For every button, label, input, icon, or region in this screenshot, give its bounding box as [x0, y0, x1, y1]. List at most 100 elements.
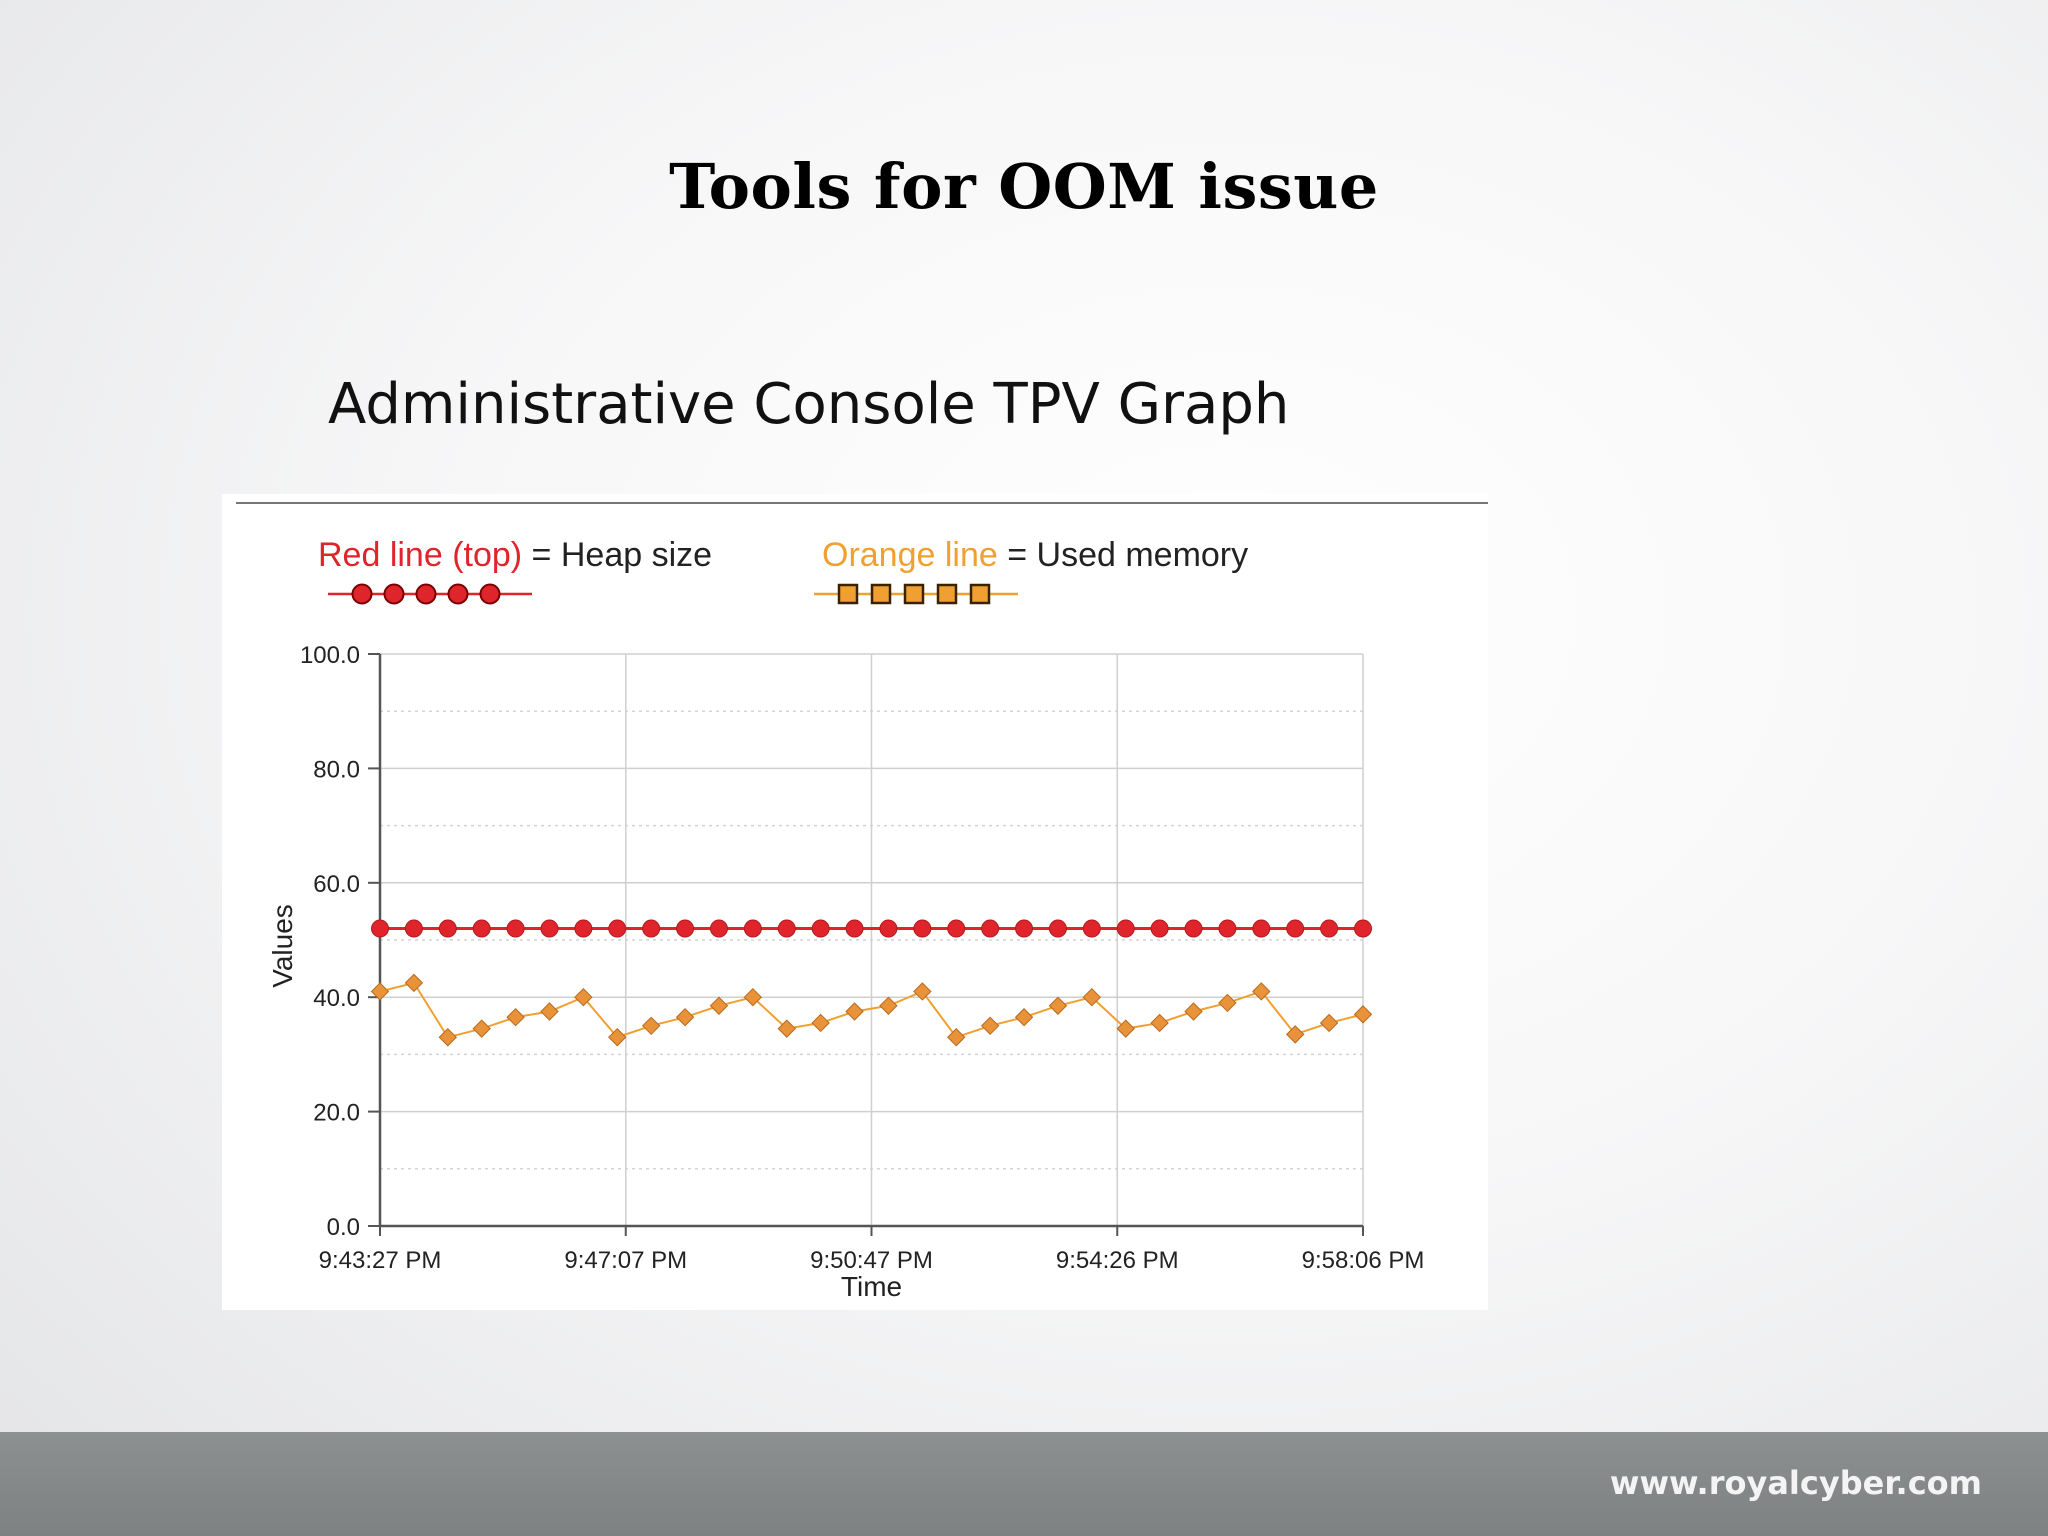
y-tick-label: 0.0: [327, 1214, 360, 1241]
used-memory-point: [1252, 982, 1271, 1001]
used-memory-point: [1014, 1008, 1034, 1027]
tpv-chart: Red line (top) = Heap size Orange line =…: [222, 494, 1488, 1310]
legend-used-marker: [870, 583, 892, 605]
used-memory-point: [1184, 1002, 1203, 1021]
heap-size-point: [1082, 919, 1101, 938]
heap-size-point: [1218, 919, 1237, 938]
heap-size-point: [574, 919, 593, 938]
y-tick-label: 60.0: [313, 871, 360, 898]
used-memory-point: [1082, 987, 1102, 1007]
legend-heap-sample: [328, 583, 532, 605]
legend-used-label: Orange line: [822, 536, 998, 574]
y-tick-label: 100.0: [300, 642, 360, 669]
y-tick-label: 80.0: [313, 756, 360, 783]
legend-heap-suffix: = Heap size: [522, 536, 712, 574]
heap-size-point: [608, 919, 627, 938]
used-memory-point: [879, 996, 898, 1015]
plot-area: 0.0 20.0 40.0 60.0 80.0 100.0 9:43:27 PM 9:47:0…: [267, 642, 1424, 1302]
svg-text:Orange line = Used memory: Orange line = Used memory: [822, 536, 1248, 574]
heap-size-point: [676, 919, 695, 938]
legend-heap-marker: [415, 583, 437, 605]
heap-size-point: [506, 919, 525, 938]
used-memory-point: [675, 1008, 695, 1027]
used-memory-point: [608, 1028, 627, 1047]
heap-size-point: [1048, 919, 1067, 938]
y-tick-label: 20.0: [313, 1100, 360, 1127]
heap-size-point: [709, 919, 728, 938]
legend-heap-label: Red line (top): [318, 536, 522, 574]
x-tick-label: 9:58:06 PM: [1302, 1247, 1425, 1274]
heap-size-point: [981, 919, 1000, 938]
heap-size-point: [845, 919, 864, 938]
used-memory-point: [913, 982, 932, 1001]
heap-size-point: [1015, 919, 1034, 938]
x-tick-label: 9:47:07 PM: [564, 1247, 687, 1274]
svg-text:Red line (top) = Heap size: Red line (top) = Heap size: [318, 536, 712, 574]
heap-size-point: [1320, 919, 1339, 938]
heap-size-point: [1252, 919, 1271, 938]
legend-used-marker: [936, 583, 958, 605]
heap-size-point: [1150, 919, 1169, 938]
slide-subtitle: Administrative Console TPV Graph: [328, 372, 1290, 437]
used-memory-point: [947, 1028, 966, 1047]
legend-used-marker: [969, 583, 991, 605]
chart-svg: Red line (top) = Heap size Orange line =…: [236, 502, 1488, 1302]
used-memory-point: [506, 1008, 525, 1027]
used-memory-point: [1218, 993, 1237, 1013]
legend-heap-marker: [447, 583, 469, 605]
legend-used-suffix: = Used memory: [998, 536, 1248, 574]
heap-size-point: [1354, 919, 1372, 938]
heap-size-point: [743, 919, 762, 938]
used-memory-point: [1150, 1013, 1169, 1033]
used-memory-point: [404, 973, 424, 993]
heap-size-point: [438, 919, 457, 938]
used-memory-point: [641, 1016, 661, 1036]
used-memory-point: [540, 1002, 559, 1021]
used-memory-point: [574, 987, 593, 1007]
heap-size-point: [777, 919, 796, 938]
x-tick-label: 9:50:47 PM: [810, 1247, 933, 1274]
legend: Red line (top) = Heap size Orange line =…: [318, 536, 1248, 605]
heap-size-point: [540, 919, 559, 938]
used-memory-point: [370, 982, 390, 1001]
heap-size-point: [472, 919, 491, 938]
heap-size-point: [1184, 919, 1203, 938]
heap-size-point: [1116, 919, 1135, 938]
used-memory-point: [980, 1016, 1000, 1036]
heap-size-point: [1286, 919, 1305, 938]
heap-size-point: [947, 919, 966, 938]
used-memory-point: [438, 1028, 458, 1047]
y-tick-label: 40.0: [313, 985, 360, 1012]
used-memory-point: [845, 1002, 864, 1021]
heap-size-point: [913, 919, 932, 938]
legend-heap-marker: [383, 583, 405, 605]
series-used-memory: [370, 973, 1373, 1047]
heap-size-point: [879, 919, 898, 938]
legend-heap-marker: [351, 583, 373, 605]
heap-size-point: [642, 919, 661, 938]
legend-used-marker: [903, 583, 925, 605]
used-memory-point: [1319, 1013, 1339, 1033]
x-axis-title: Time: [841, 1271, 902, 1302]
used-memory-point: [1353, 1005, 1373, 1024]
used-memory-point: [777, 1019, 796, 1038]
used-memory-point: [743, 987, 763, 1007]
x-tick-label: 9:43:27 PM: [319, 1247, 442, 1274]
footer-url[interactable]: www.royalcyber.com: [1609, 1464, 1982, 1502]
footer-bar: www.royalcyber.com: [0, 1432, 2048, 1536]
heap-size-point: [404, 919, 423, 938]
legend-used-marker: [837, 583, 859, 605]
series-heap-size: [371, 919, 1372, 938]
used-memory-point: [1116, 1019, 1135, 1038]
x-tick-label: 9:54:26 PM: [1056, 1247, 1179, 1274]
slide-title: Tools for OOM issue: [669, 150, 1379, 223]
heap-size-point: [811, 919, 830, 938]
used-memory-point: [709, 996, 729, 1015]
legend-used-sample: [814, 583, 1018, 605]
used-memory-point: [811, 1013, 830, 1033]
heap-size-point: [371, 919, 389, 938]
used-memory-point: [1285, 1025, 1305, 1044]
legend-heap-marker: [479, 583, 501, 605]
used-memory-point: [472, 1019, 491, 1038]
y-axis-title: Values: [267, 904, 298, 988]
